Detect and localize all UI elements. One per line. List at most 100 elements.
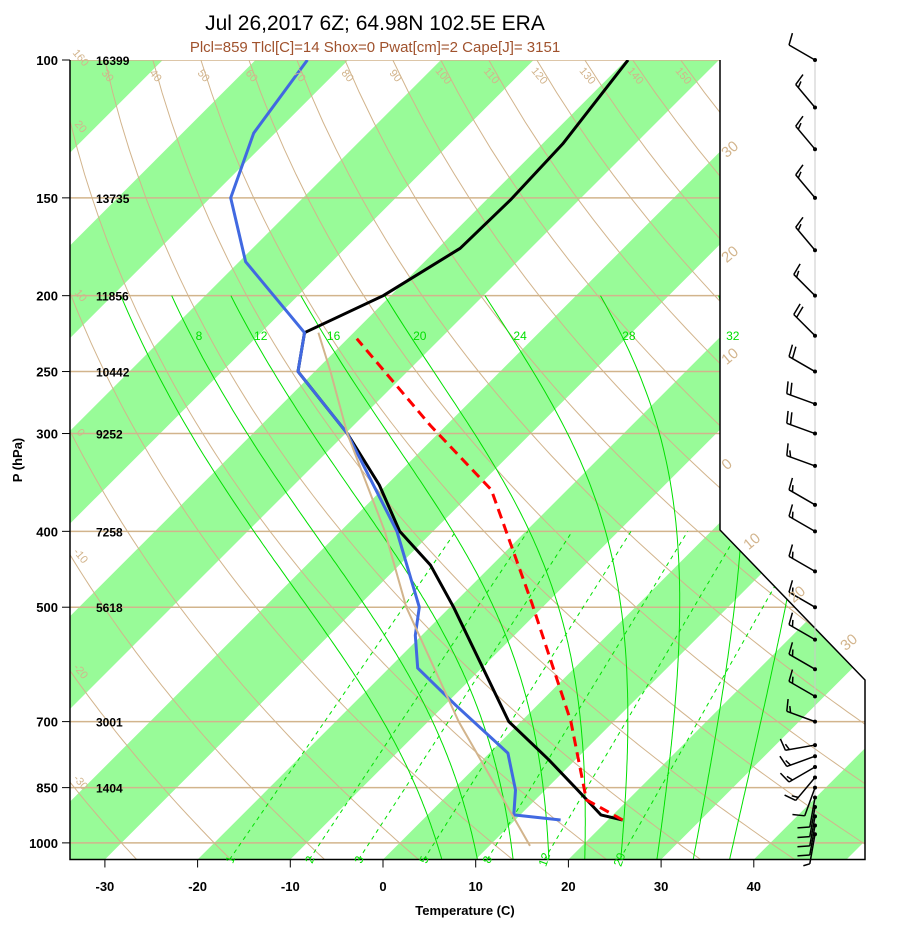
- isotherm-band: [70, 60, 865, 860]
- moist-adiabat-line: [300, 295, 550, 860]
- wind-barb: [788, 544, 817, 574]
- wind-barb: [779, 738, 817, 752]
- x-tick-label: 10: [468, 879, 482, 894]
- pressure-label: 250: [36, 365, 58, 380]
- dry-adiabat-line: [152, 60, 795, 860]
- wind-barb: [788, 669, 817, 699]
- wind-barb: [788, 504, 817, 534]
- mixing-ratio-label: 20: [611, 851, 629, 869]
- x-tick-label: 20: [561, 879, 575, 894]
- wind-barb: [797, 823, 817, 857]
- dry-adiabat-label: 130: [577, 65, 598, 87]
- wind-barb: [795, 115, 817, 152]
- dry-adiabat-label: 120: [529, 65, 550, 87]
- dewpoint-line: [229, 60, 561, 822]
- wind-barb: [795, 74, 817, 110]
- dry-adiabat-line: [70, 60, 513, 860]
- moist-adiabat-line: [484, 295, 629, 860]
- parcel-line: [355, 337, 624, 822]
- isotherm-band: [70, 60, 349, 860]
- dry-adiabat-label: -10: [71, 546, 90, 566]
- wind-barb: [788, 32, 817, 62]
- dry-adiabat-line: [70, 60, 137, 860]
- wind-barb: [788, 477, 817, 507]
- mixing-ratio-label: 8: [480, 854, 496, 865]
- moist-adiabat-label: 16: [327, 329, 341, 343]
- dry-adiabat-line: [70, 60, 231, 860]
- mixing-ratio-line: [423, 531, 632, 860]
- wind-barb: [786, 381, 817, 406]
- mixing-ratio-label: 5: [416, 854, 432, 865]
- mixing-ratio-line: [308, 531, 529, 860]
- moist-adiabat-line: [384, 295, 586, 860]
- plot-frame: [62, 40, 900, 868]
- height-label: 10442: [96, 366, 130, 380]
- right-mask: [720, 40, 900, 530]
- x-tick-label: -10: [281, 879, 300, 894]
- wind-barb: [786, 443, 817, 468]
- wind-barb: [803, 832, 817, 867]
- pressure-label: 400: [36, 524, 58, 539]
- wind-barb: [797, 805, 817, 839]
- wind-barb: [786, 698, 817, 724]
- height-label: 5618: [96, 601, 123, 615]
- pressure-label: 150: [36, 191, 58, 206]
- height-label: 9252: [96, 428, 123, 442]
- x-tick-label: 30: [654, 879, 668, 894]
- wind-barb: [797, 814, 817, 848]
- moist-adiabat-label: 28: [622, 329, 636, 343]
- height-label: 1404: [96, 782, 123, 796]
- mixing-ratio-label: 3: [351, 854, 367, 865]
- dry-adiabat-label: 80: [339, 68, 356, 85]
- isotherm-bands: [70, 60, 865, 860]
- mixing-ratio-line: [358, 531, 573, 860]
- dry-adiabat-line: [248, 60, 865, 860]
- wind-barb: [788, 612, 817, 642]
- isotherm-band: [568, 60, 865, 860]
- dry-adiabat-line: [70, 60, 607, 860]
- wind-barb: [786, 410, 817, 436]
- moist-adiabat-label: 8: [196, 329, 203, 343]
- wind-barb: [788, 580, 817, 610]
- chart-title: Jul 26,2017 6Z; 64.98N 102.5E ERA: [205, 12, 545, 35]
- mixing-ratio-line: [486, 531, 689, 860]
- chart-subtitle: Plcl=859 Tlcl[C]=14 Shox=0 Pwat[cm]=2 Ca…: [190, 39, 560, 56]
- isotherm-band: [70, 60, 534, 860]
- mixing-ratio-label: 2: [302, 854, 318, 865]
- moist-adiabat-label: 32: [726, 329, 740, 343]
- wind-barb: [795, 164, 817, 200]
- plot-border: [69, 60, 866, 861]
- height-label: 7258: [96, 525, 123, 539]
- x-axis-label: Temperature (C): [415, 903, 514, 918]
- dry-adiabat-line: [70, 60, 419, 860]
- mixing-ratio-label: 12: [536, 851, 554, 869]
- moist-adiabat-label: 12: [254, 329, 268, 343]
- wind-barb: [779, 754, 817, 768]
- pressure-label: 200: [36, 289, 58, 304]
- pressure-label: 700: [36, 715, 58, 730]
- wind-barb: [792, 785, 817, 817]
- virtual-temperature-line: [317, 332, 531, 847]
- chart-labels: Jul 26,2017 6Z; 64.98N 102.5E ERA Plcl=8…: [10, 12, 861, 918]
- wind-barb: [795, 216, 817, 253]
- wind-barb: [793, 303, 817, 338]
- isotherm-band: [70, 60, 719, 860]
- x-tick-label: -20: [188, 879, 207, 894]
- pressure-label: 850: [36, 781, 58, 796]
- wind-barb: [788, 344, 817, 374]
- height-label: 3001: [96, 716, 123, 730]
- moist-adiabat-line: [120, 295, 443, 860]
- x-tick-label: -30: [96, 879, 115, 894]
- pressure-label: 1000: [29, 836, 58, 851]
- dry-adiabat-line: [392, 60, 865, 860]
- moist-adiabat-line: [600, 295, 681, 860]
- height-label: 16399: [96, 54, 130, 68]
- wind-barb: [788, 642, 817, 672]
- dry-adiabat-line: [70, 60, 325, 860]
- dry-adiabat-line: [440, 60, 865, 860]
- right-edge-label: 30: [837, 631, 861, 655]
- isotherm-band: [197, 60, 865, 860]
- x-tick-label: 0: [379, 879, 386, 894]
- pressure-label: 500: [36, 600, 58, 615]
